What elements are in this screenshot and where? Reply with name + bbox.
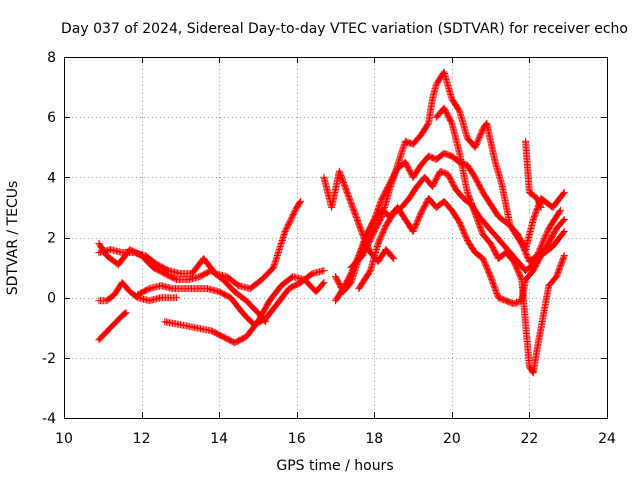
series-track-4: [95, 309, 130, 344]
x-axis-label: GPS time / hours: [276, 458, 393, 474]
x-tick-label: 16: [288, 431, 306, 447]
series-track-6: [134, 267, 328, 329]
series-track-5: [161, 273, 328, 347]
data-markers: [522, 137, 545, 211]
y-tick-label: 4: [47, 170, 56, 186]
data-markers: [95, 309, 130, 344]
y-tick-label: -4: [42, 411, 56, 427]
x-tick-label: 18: [365, 431, 383, 447]
series-track-12: [432, 104, 568, 377]
y-tick-label: 8: [47, 50, 56, 66]
series-track-3: [95, 279, 180, 305]
chart-title: Day 037 of 2024, Sidereal Day-to-day VTE…: [61, 21, 628, 37]
y-axis-label: SDTVAR / TECUs: [5, 181, 21, 296]
data-markers: [134, 267, 328, 329]
data-series: [95, 68, 568, 377]
x-tick-label: 24: [598, 431, 616, 447]
x-tick-label: 14: [210, 431, 228, 447]
x-tick-label: 22: [521, 431, 539, 447]
x-tick-label: 20: [443, 431, 461, 447]
x-tick-label: 10: [55, 431, 73, 447]
x-tick-label: 12: [133, 431, 151, 447]
data-markers: [432, 104, 568, 377]
data-markers: [95, 279, 180, 305]
data-markers: [332, 194, 568, 308]
series-track-13: [522, 137, 545, 211]
y-tick-label: -2: [42, 351, 56, 367]
series-track-2: [95, 240, 270, 326]
y-tick-label: 2: [47, 231, 56, 247]
data-markers: [161, 273, 328, 347]
series-track-11: [332, 194, 568, 308]
y-tick-label: 0: [47, 291, 56, 307]
data-markers: [95, 240, 270, 326]
y-tick-label: 6: [47, 110, 56, 126]
